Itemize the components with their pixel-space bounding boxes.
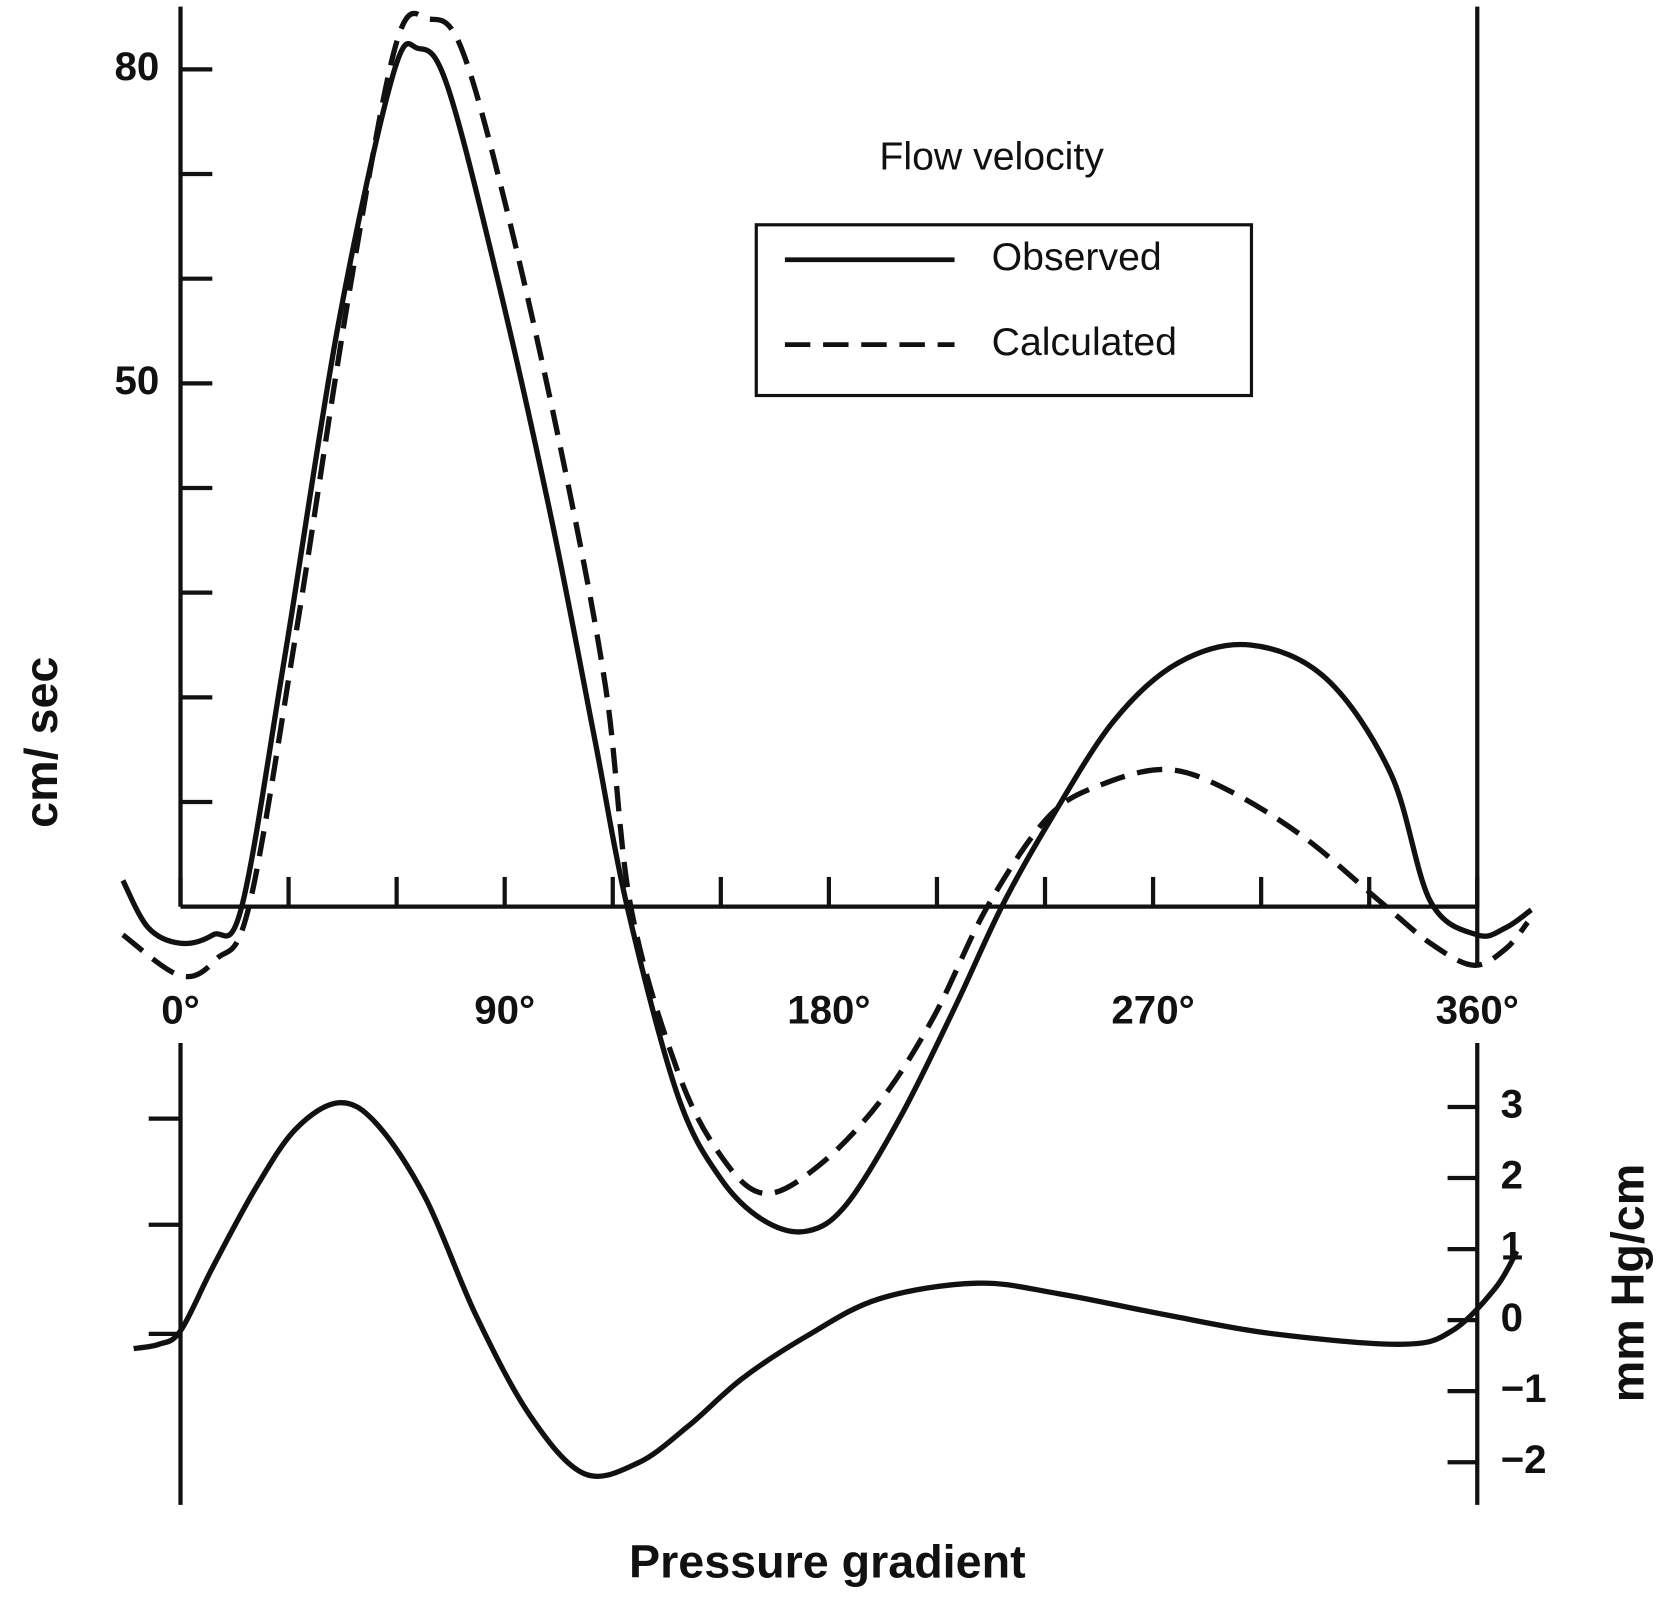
x-tick-label: 180° bbox=[787, 987, 870, 1032]
y2-tick-label: 2 bbox=[1501, 1153, 1523, 1198]
y2-tick-label: −2 bbox=[1501, 1437, 1547, 1482]
y-axis-label: cm/ sec bbox=[15, 657, 67, 828]
y2-tick-label: 0 bbox=[1501, 1295, 1523, 1340]
y-tick-label: 80 bbox=[114, 44, 159, 89]
series-line bbox=[120, 41, 1533, 1235]
y-tick-label: 50 bbox=[114, 358, 159, 403]
chart-title: Pressure gradient bbox=[629, 1535, 1026, 1587]
legend-label: Calculated bbox=[992, 320, 1177, 364]
y2-axis-label: mm Hg/cm bbox=[1601, 1164, 1653, 1402]
legend-title: Flow velocity bbox=[879, 134, 1104, 178]
x-tick-label: 270° bbox=[1111, 987, 1194, 1032]
y2-tick-label: −1 bbox=[1501, 1366, 1547, 1411]
y2-tick-label: 3 bbox=[1501, 1082, 1523, 1127]
legend-box bbox=[754, 223, 1254, 398]
y2-tick-label: 1 bbox=[1501, 1224, 1523, 1269]
x-tick-label: 0° bbox=[161, 987, 200, 1032]
legend-label: Observed bbox=[992, 235, 1162, 279]
x-tick-label: 360° bbox=[1436, 987, 1519, 1032]
x-tick-label: 90° bbox=[474, 987, 535, 1032]
series-line bbox=[133, 1100, 1520, 1480]
